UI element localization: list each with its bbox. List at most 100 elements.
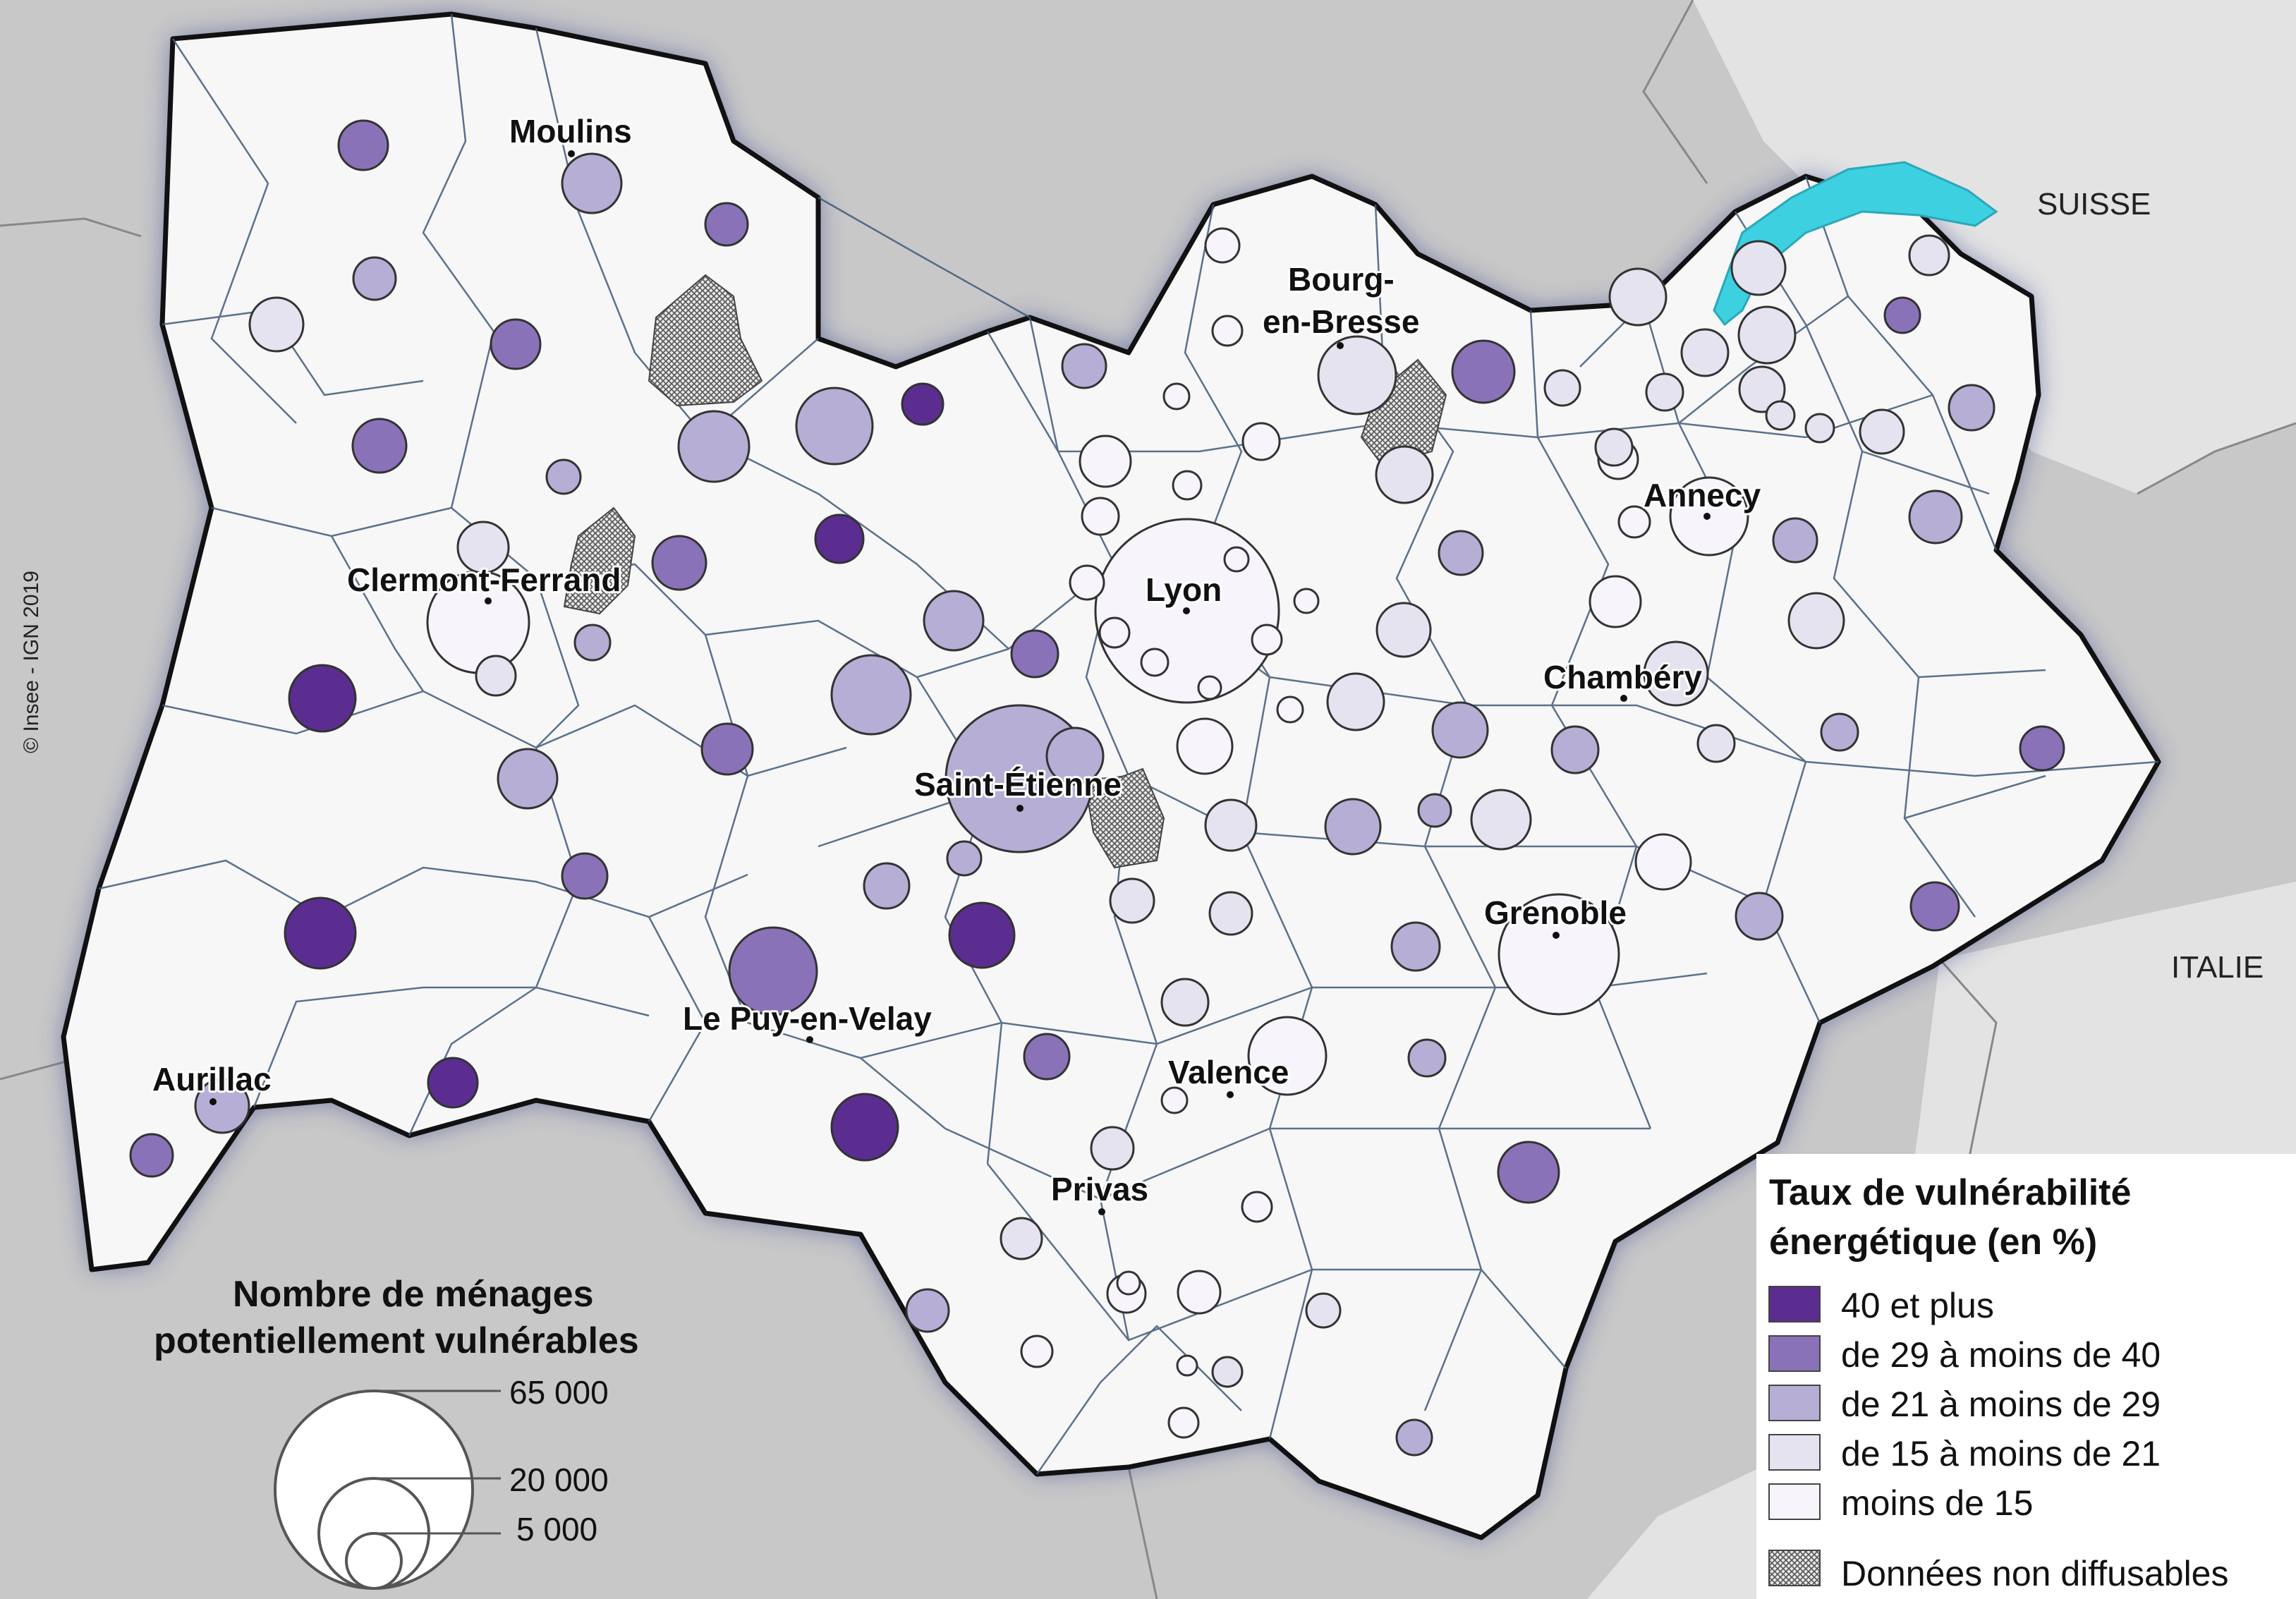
household-circle-38 (1375, 602, 1432, 658)
size-legend-value-medium: 20 000 (509, 1461, 609, 1498)
household-circle-114 (1197, 675, 1222, 700)
household-circle-87 (573, 624, 612, 662)
household-circle-36 (194, 1078, 250, 1134)
household-circle-116 (1176, 1354, 1198, 1377)
household-circle-86 (1407, 1038, 1447, 1078)
city-point-clermont (485, 597, 492, 604)
household-circle-63 (1859, 408, 1905, 455)
household-circle-64 (1772, 517, 1818, 564)
household-circle-80 (1241, 422, 1281, 461)
household-circle-55 (1160, 978, 1210, 1027)
household-circle-6 (830, 654, 912, 736)
rate-legend-swatch-4 (1768, 1434, 1821, 1471)
rate-legend-label-confidential: Données non diffusables (1841, 1554, 2229, 1593)
rate-legend-label-4: de 15 à moins de 21 (1841, 1434, 2161, 1473)
household-circle-33 (248, 296, 305, 353)
city-label-valence: Valence (1168, 1054, 1289, 1090)
household-circle-88 (1543, 369, 1581, 407)
city-label-le-puy: Le Puy-en-Velay (683, 1000, 932, 1037)
household-circle-43 (1589, 575, 1642, 628)
city-label-bourg-line1: Bourg- (1288, 261, 1395, 298)
city-label-moulins: Moulins (509, 113, 632, 150)
household-circle-15 (948, 901, 1016, 969)
household-circle-21 (497, 748, 559, 810)
city-label-clermont: Clermont-Ferrand (347, 561, 621, 598)
household-circle-54 (1735, 892, 1784, 941)
household-circle-94 (1069, 564, 1105, 601)
household-circle-31 (1324, 798, 1382, 856)
household-circle-74 (901, 382, 944, 426)
city-point-valence (1227, 1091, 1234, 1098)
copyright-credit: © Insee - IGN 2019 (20, 571, 43, 753)
international-border (1642, 0, 2296, 1200)
country-label-italy: ITALIE (2171, 950, 2264, 985)
household-circle-111 (1160, 1086, 1189, 1114)
household-circle-3 (1498, 893, 1620, 1016)
household-circle-53 (1550, 725, 1600, 774)
household-circle-11 (677, 410, 751, 483)
household-circle-12 (284, 896, 357, 970)
size-legend-title-line2: potentiellement vulnérables (154, 1320, 639, 1361)
rate-legend-label-5: moins de 15 (1841, 1483, 2033, 1523)
household-circle-82 (1594, 427, 1634, 467)
household-circle-45 (337, 119, 389, 171)
household-circle-107 (1804, 413, 1835, 444)
household-circle-29 (1431, 701, 1489, 759)
household-circle-84 (1696, 724, 1736, 763)
household-circle-70 (1208, 891, 1253, 936)
household-circle-27 (1737, 305, 1797, 365)
city-label-privas: Privas (1051, 1171, 1148, 1208)
size-legend-title-line1: Nombre de ménages (233, 1274, 594, 1315)
household-circle-98 (1020, 1334, 1054, 1368)
household-circle-73 (1177, 1270, 1222, 1315)
household-circle-102 (1241, 1191, 1273, 1223)
city-point-aurillac (209, 1098, 217, 1105)
city-point-lyon (1183, 607, 1190, 614)
household-circle-100 (1251, 624, 1283, 656)
household-circle-58 (1023, 1033, 1071, 1081)
household-circle-40 (456, 521, 510, 574)
household-circle-101 (1098, 616, 1131, 649)
household-circle-16 (1643, 640, 1709, 707)
household-circle-90 (1395, 1418, 1433, 1457)
household-circle-92 (946, 840, 983, 877)
household-circle-39 (1908, 490, 1963, 545)
rate-legend: Taux de vulnérabilité énergétique (en %)… (1756, 1154, 2296, 1599)
household-circle-59 (1738, 365, 1786, 413)
city-layer: Moulins Bourg- en-Bresse Annecy Lyon Cle… (150, 111, 1763, 1215)
household-circle-85 (1820, 712, 1859, 752)
household-circle-32 (1634, 833, 1692, 891)
household-circle-17 (1451, 339, 1516, 404)
household-circle-68 (352, 256, 397, 301)
city-point-privas (1098, 1208, 1105, 1215)
country-label-switzerland: SUISSE (2037, 187, 2151, 221)
household-circle-20 (923, 590, 985, 652)
household-circle-19 (561, 152, 623, 214)
household-circle-26 (1608, 267, 1668, 327)
household-circle-110 (1276, 695, 1304, 724)
household-circle-23 (1045, 726, 1105, 786)
household-circle-91 (545, 458, 582, 495)
household-circle-67 (704, 202, 749, 247)
household-circle-13 (288, 664, 357, 733)
household-circle-28 (1787, 592, 1845, 650)
household-circle-108 (1140, 647, 1170, 677)
circle-symbols (129, 119, 2065, 1457)
household-circle-44 (1204, 798, 1258, 852)
size-legend-value-small: 5 000 (516, 1511, 597, 1548)
rate-legend-swatch-5 (1768, 1483, 1821, 1520)
household-circle-9 (1247, 1016, 1328, 1096)
rate-legend-title-line2: énergétique (en %) (1769, 1222, 2097, 1263)
city-label-aurillac: Aurillac (152, 1061, 272, 1098)
household-circle-75 (1000, 1217, 1043, 1260)
household-circle-46 (490, 318, 542, 370)
city-label-saint-etienne: Saint-Étienne (914, 766, 1122, 803)
city-label-bourg-line2: en-Bresse (1263, 303, 1419, 340)
rate-legend-panel (1756, 1154, 2296, 1599)
household-circle-50 (1909, 881, 1960, 932)
rate-legend-title-line1: Taux de vulnérabilité (1769, 1172, 2131, 1213)
household-circle-96 (1417, 793, 1452, 828)
household-circle-18 (1497, 1141, 1560, 1204)
household-circle-30 (1176, 717, 1234, 775)
